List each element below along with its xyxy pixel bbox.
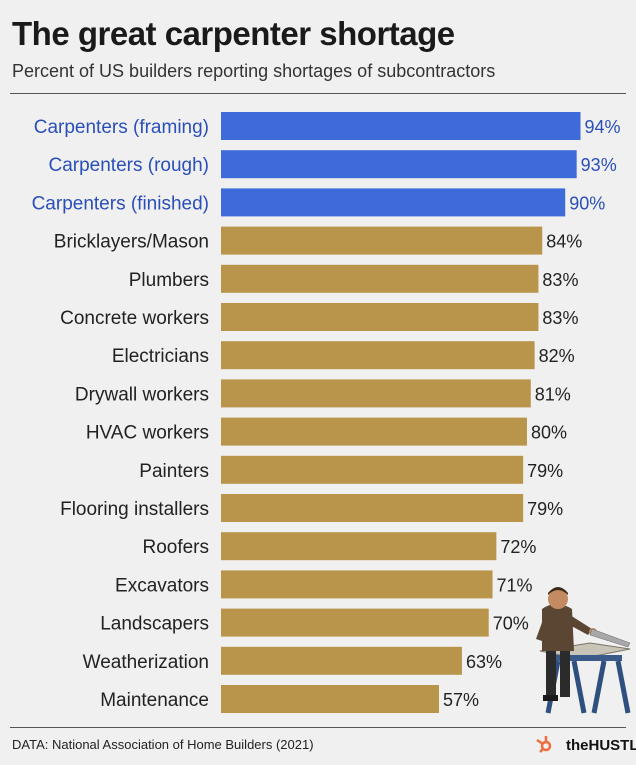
value-label: 72%: [500, 537, 536, 557]
bar: [221, 608, 489, 637]
bar: [221, 646, 462, 675]
value-label: 79%: [527, 499, 563, 519]
value-label: 57%: [443, 690, 479, 710]
category-label: Carpenters (finished): [32, 193, 209, 214]
bars-layer: Carpenters (framing) 94% Carpenters (rough…: [32, 112, 621, 713]
value-label: 84%: [546, 232, 582, 252]
category-label: Drywall workers: [75, 384, 209, 405]
bar-group: Drywall workers 81%: [75, 379, 571, 408]
bar: [221, 685, 439, 713]
category-label: Roofers: [142, 537, 209, 558]
category-label: Carpenters (framing): [34, 117, 209, 138]
bar: [221, 150, 577, 179]
bar-group: Roofers 72%: [142, 532, 536, 561]
bar: [221, 532, 497, 561]
bar-group: Carpenters (finished) 90%: [32, 188, 605, 217]
value-label: 93%: [581, 155, 617, 175]
top-divider: [10, 93, 626, 94]
brand-wordmark: theHUSTLE: [566, 737, 636, 754]
bar: [221, 188, 566, 217]
category-label: Excavators: [115, 575, 209, 596]
value-label: 90%: [569, 193, 605, 213]
bar: [221, 417, 527, 446]
value-label: 63%: [466, 652, 502, 672]
hubspot-logo-icon: [536, 736, 552, 753]
bar-group: HVAC workers 80%: [86, 417, 567, 446]
bar-group: Excavators 71%: [115, 570, 533, 599]
value-label: 83%: [542, 270, 578, 290]
bottom-divider: [10, 727, 626, 728]
bar-group: Electricians 82%: [112, 341, 575, 370]
bar: [221, 379, 531, 408]
bar-group: Weatherization 63%: [83, 646, 502, 675]
bar: [221, 303, 539, 331]
bar: [221, 341, 535, 370]
value-label: 83%: [542, 308, 578, 328]
bar-group: Concrete workers 83%: [60, 303, 578, 331]
bar-group: Carpenters (framing) 94%: [34, 112, 621, 140]
source-note: DATA: National Association of Home Build…: [12, 737, 314, 752]
category-label: Painters: [139, 461, 209, 482]
bar: [221, 455, 524, 484]
bar: [221, 226, 543, 255]
category-label: Carpenters (rough): [48, 155, 209, 176]
bar: [221, 570, 493, 599]
bar-group: Maintenance 57%: [100, 685, 479, 713]
bar-group: Bricklayers/Mason 84%: [54, 226, 582, 255]
value-label: 71%: [497, 575, 533, 595]
category-label: Landscapers: [100, 614, 209, 635]
category-label: Plumbers: [129, 270, 209, 291]
category-label: Weatherization: [83, 652, 209, 673]
category-label: Electricians: [112, 346, 209, 367]
bar: [221, 264, 539, 293]
value-label: 82%: [539, 346, 575, 366]
value-label: 70%: [493, 614, 529, 634]
category-label: Concrete workers: [60, 308, 209, 329]
value-label: 79%: [527, 461, 563, 481]
category-label: Bricklayers/Mason: [54, 232, 209, 253]
bar-group: Plumbers 83%: [129, 264, 578, 293]
bar-group: Flooring installers 79%: [60, 494, 563, 522]
value-label: 94%: [585, 117, 621, 137]
bar-group: Carpenters (rough) 93%: [48, 150, 617, 179]
bar: [221, 494, 524, 522]
bar-group: Painters 79%: [139, 455, 563, 484]
category-label: HVAC workers: [86, 423, 209, 444]
bar: [221, 112, 581, 140]
category-label: Flooring installers: [60, 499, 209, 520]
chart-subtitle: Percent of US builders reporting shortag…: [12, 61, 496, 81]
value-label: 80%: [531, 423, 567, 443]
carpenter-illustration-icon: [536, 587, 631, 714]
bar-chart: Carpenters (framing) 94% Carpenters (rough…: [32, 112, 631, 714]
bar-group: Landscapers 70%: [100, 608, 529, 637]
category-label: Maintenance: [100, 690, 209, 711]
chart-title: The great carpenter shortage: [12, 15, 455, 52]
value-label: 81%: [535, 384, 571, 404]
